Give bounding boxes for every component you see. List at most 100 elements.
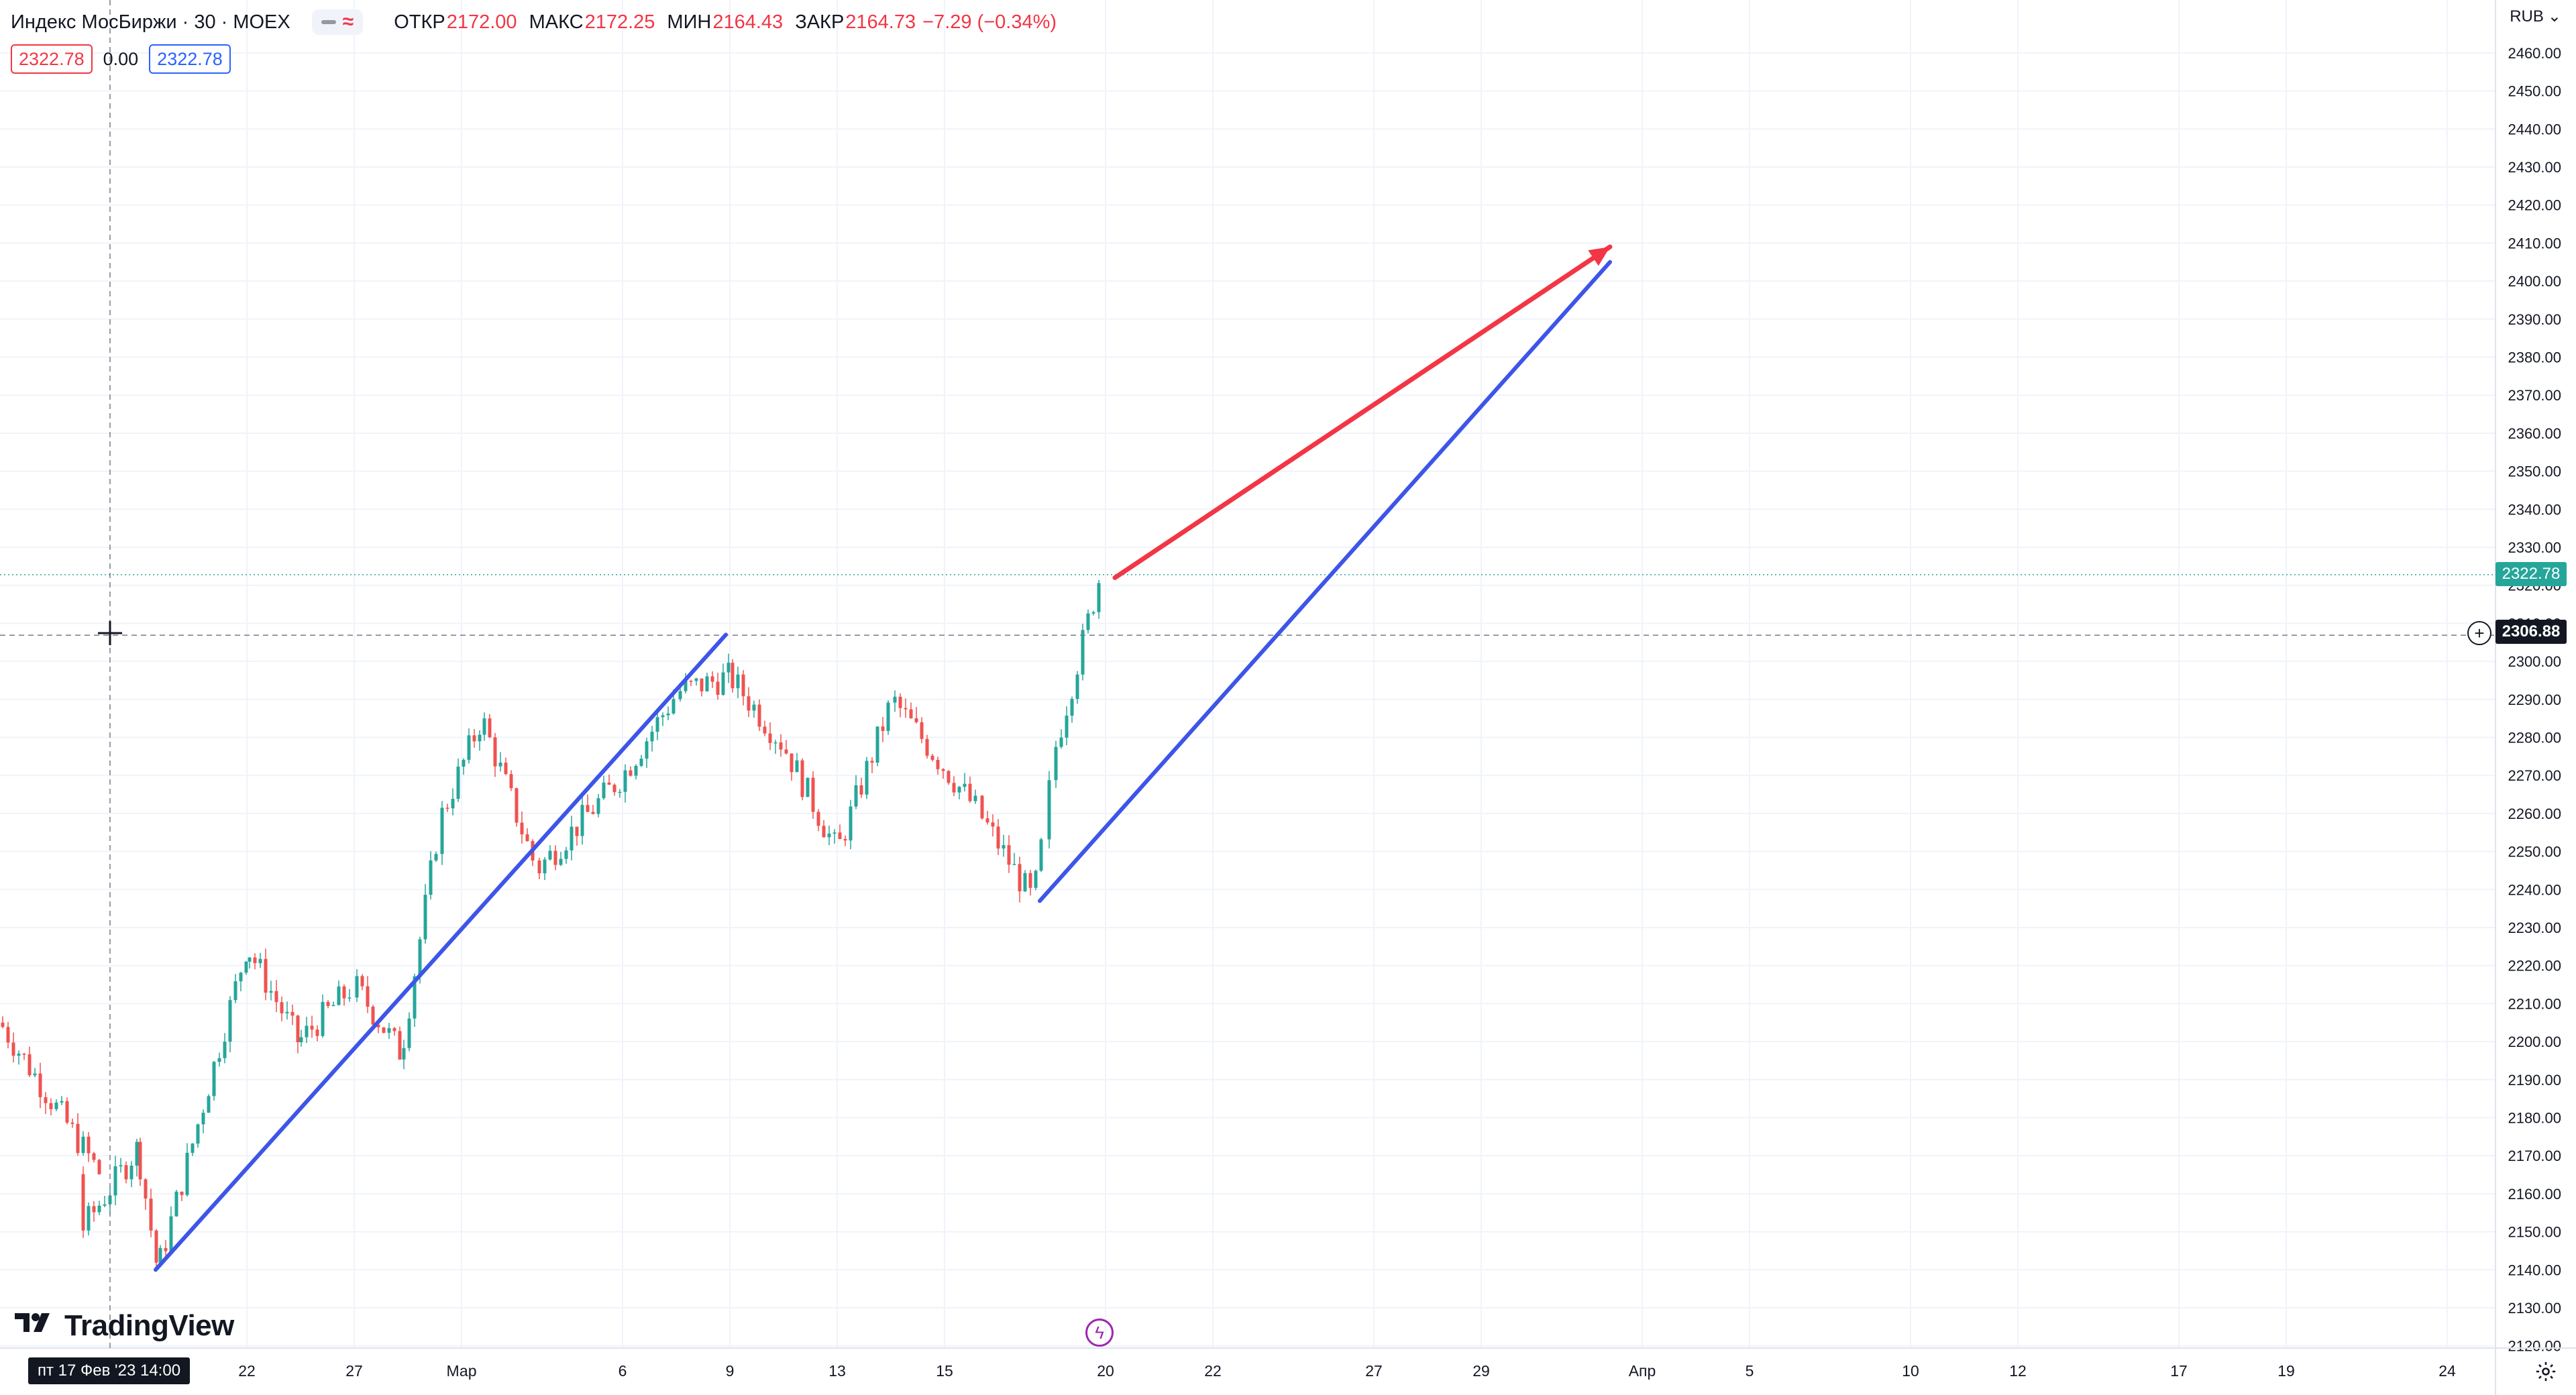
- low-label: МИН: [667, 11, 712, 33]
- symbol-title[interactable]: Индекс МосБиржи · 30 · MOEX: [11, 11, 290, 33]
- y-tick-label: 2290.00: [2508, 691, 2561, 708]
- candle-body: [366, 986, 370, 1007]
- candle-body: [392, 1027, 396, 1031]
- candle-body: [1039, 839, 1043, 871]
- y-tick-label: 2400.00: [2508, 273, 2561, 290]
- candle-body: [930, 755, 934, 760]
- candle-body: [629, 770, 633, 776]
- high-label: МАКС: [529, 11, 584, 33]
- y-tick-label: 2420.00: [2508, 197, 2561, 214]
- plus-circle-icon[interactable]: +: [2467, 621, 2491, 645]
- candle-body: [504, 763, 508, 775]
- y-tick-label: 2150.00: [2508, 1224, 2561, 1241]
- candle-body: [700, 678, 704, 691]
- candle-body: [387, 1027, 391, 1033]
- spread-value: 0.00: [103, 48, 139, 69]
- sell-button[interactable]: 2322.78: [11, 44, 93, 74]
- candle-body: [164, 1247, 168, 1251]
- candle-body: [904, 708, 908, 710]
- candle-body: [60, 1101, 64, 1103]
- candle-body: [827, 833, 831, 838]
- candle-body: [462, 759, 466, 767]
- candle-body: [169, 1216, 173, 1251]
- candle-body: [849, 806, 853, 841]
- candle-body: [97, 1205, 101, 1213]
- candle-body: [92, 1206, 96, 1213]
- x-tick-label: 29: [1472, 1362, 1490, 1380]
- candle-body: [509, 774, 513, 789]
- tradingview-logo[interactable]: TradingView: [15, 1309, 234, 1343]
- candle-body: [570, 826, 574, 850]
- candle-body: [806, 777, 810, 797]
- candle-body: [207, 1096, 211, 1113]
- candle-body: [952, 783, 956, 793]
- y-tick-label: 2300.00: [2508, 653, 2561, 670]
- x-tick-label: 13: [828, 1362, 846, 1380]
- candle-body: [1, 1022, 5, 1027]
- bid-ask-row: 2322.78 0.00 2322.78: [11, 44, 231, 74]
- candle-body: [87, 1206, 91, 1231]
- candle-body: [253, 957, 257, 964]
- visibility-toggle[interactable]: ≈: [311, 9, 364, 35]
- candle-body: [445, 807, 449, 809]
- buy-button[interactable]: 2322.78: [149, 44, 231, 74]
- candle-body: [239, 972, 243, 982]
- open-value: 2172.00: [446, 11, 517, 33]
- y-tick-label: 2350.00: [2508, 463, 2561, 480]
- chevron-down-icon: ⌄: [2547, 7, 2561, 25]
- blue-trend-line[interactable]: [154, 632, 728, 1272]
- close-label: ЗАКР: [795, 11, 845, 33]
- candle-body: [154, 1230, 158, 1263]
- y-tick-label: 2340.00: [2508, 501, 2561, 518]
- approx-icon: ≈: [342, 11, 354, 33]
- x-tick-label: 9: [726, 1362, 735, 1380]
- candle-body: [639, 759, 643, 766]
- y-tick-label: 2200.00: [2508, 1034, 2561, 1050]
- candle-body: [248, 957, 252, 962]
- high-value: 2172.25: [584, 11, 655, 33]
- candle-body: [135, 1141, 139, 1166]
- candle-body: [429, 860, 433, 895]
- candle-body: [694, 678, 698, 681]
- y-tick-label: 2230.00: [2508, 919, 2561, 936]
- candle-body: [721, 672, 725, 695]
- candle-body: [296, 1015, 300, 1042]
- blue-trend-line[interactable]: [1038, 260, 1612, 903]
- candle-body: [70, 1122, 74, 1124]
- crosshair-time-tag: пт 17 Фев '23 14:00: [28, 1357, 191, 1384]
- candle-body: [482, 718, 486, 735]
- y-tick-label: 2270.00: [2508, 767, 2561, 784]
- candle-body: [398, 1031, 402, 1060]
- x-tick-label: 24: [2438, 1362, 2456, 1380]
- candle-body: [1059, 737, 1063, 747]
- currency-selector[interactable]: RUB ⌄: [2510, 7, 2561, 26]
- gear-icon[interactable]: [2533, 1359, 2559, 1384]
- candle-body: [898, 696, 902, 708]
- low-value: 2164.43: [712, 11, 784, 33]
- candle-body: [736, 674, 740, 689]
- candle-body: [1028, 873, 1032, 888]
- candle-body: [264, 958, 268, 993]
- candle-body: [269, 991, 273, 993]
- y-tick-label: 2460.00: [2508, 45, 2561, 62]
- candle-body: [1075, 674, 1079, 700]
- lightning-icon[interactable]: ϟ: [1085, 1319, 1114, 1347]
- candle-body: [936, 759, 940, 769]
- candle-body: [17, 1054, 21, 1056]
- candle-body: [376, 1024, 380, 1027]
- red-arrow-drawing[interactable]: [1112, 244, 1613, 580]
- y-tick-label: 2260.00: [2508, 805, 2561, 822]
- candle-body: [672, 699, 676, 714]
- y-tick-label: 2170.00: [2508, 1148, 2561, 1164]
- candle-body: [103, 1204, 107, 1206]
- candle-body: [645, 741, 649, 759]
- candle-body: [548, 850, 552, 860]
- candle-body: [1012, 864, 1016, 865]
- candle-body: [331, 1005, 335, 1007]
- candle-body: [347, 997, 352, 999]
- x-tick-label: 15: [936, 1362, 953, 1380]
- candle-body: [525, 834, 529, 842]
- candle-body: [996, 826, 1000, 849]
- y-tick-label: 2160.00: [2508, 1186, 2561, 1203]
